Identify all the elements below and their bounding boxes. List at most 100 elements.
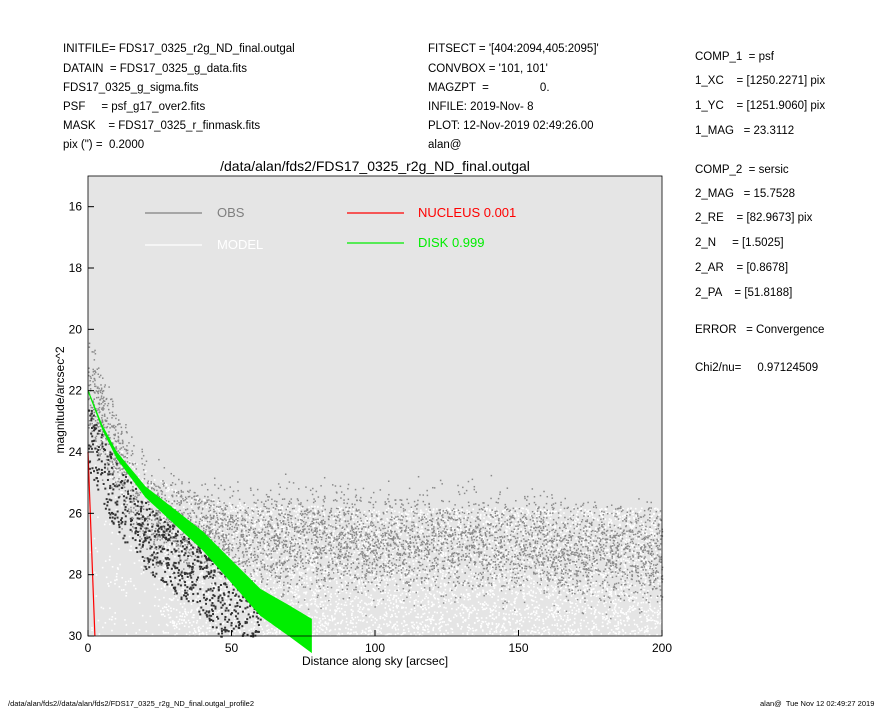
model-point [410,507,413,510]
model-point [444,508,447,511]
model-point [637,631,640,634]
model-point [513,544,516,546]
model-point [467,629,470,632]
model-point [273,529,276,532]
model-point [267,513,270,515]
model-point [541,574,544,577]
model-point [402,606,405,609]
model-point [552,526,554,528]
model-point [322,614,324,617]
model-point [487,559,489,561]
model-point [391,615,393,617]
model-point [526,533,529,536]
model-point [378,583,380,586]
model-point [514,610,517,613]
model-point [347,567,350,570]
model-point [377,552,380,555]
model-point [442,524,445,527]
model-point [327,538,330,541]
model-point [214,514,217,516]
model-point [517,574,520,577]
model-point [417,595,420,598]
model-point [145,621,148,624]
model-point [644,574,647,577]
model-point [653,518,656,521]
model-point [406,623,408,626]
model-point [626,512,629,515]
model-point [464,606,467,609]
model-point [292,521,294,523]
model-point [607,608,610,611]
model-point [611,543,614,546]
model-point [340,583,343,585]
model-point [288,572,290,575]
model-point [488,515,490,518]
model-point [212,583,215,586]
model-point [532,522,534,525]
model-point [419,605,422,607]
model-point [341,586,344,588]
model-point [297,596,299,599]
model-point [521,554,523,556]
model-point [177,599,179,601]
model-point [511,592,513,595]
model-point [389,569,392,571]
model-point [605,559,608,562]
model-point [213,509,216,512]
model-point [483,559,486,562]
model-point [365,556,368,558]
model-point [112,439,114,442]
model-point [579,551,582,554]
model-point [374,579,376,581]
model-point [467,557,469,559]
model-point [411,572,413,574]
model-point [423,580,426,583]
model-point [631,630,633,633]
model-point [190,506,193,509]
model-point [326,556,329,558]
model-point [497,574,499,577]
model-point [311,569,313,571]
model-point [417,628,419,630]
model-point [324,536,327,539]
model-point [349,509,351,511]
model-point [425,571,428,573]
model-point [524,526,527,529]
model-point [404,571,406,574]
model-point [475,576,477,578]
model-point [376,532,378,534]
model-point [634,567,636,569]
model-point [586,510,588,513]
model-point [246,613,249,615]
model-point [432,628,434,630]
model-point [148,481,151,483]
model-point [483,517,485,520]
model-point [243,529,246,532]
model-point [629,605,631,608]
model-point [360,587,363,589]
model-point [461,568,463,571]
model-point [405,593,408,595]
model-point [632,570,635,572]
model-point [318,631,321,633]
model-point [279,630,281,632]
model-point [422,517,425,519]
model-point [196,563,199,565]
model-point [219,520,221,523]
model-point [578,522,580,525]
model-point [138,602,141,604]
model-point [312,533,314,536]
model-point [543,537,546,540]
model-point [487,514,489,517]
model-point [388,589,391,592]
model-point [599,513,602,515]
model-point [96,448,98,451]
model-point [223,525,226,527]
model-point [104,622,107,624]
model-point [190,611,192,614]
model-point [594,562,596,565]
model-point [563,628,566,630]
model-point [412,560,414,562]
model-point [124,635,126,638]
model-point [417,626,420,629]
